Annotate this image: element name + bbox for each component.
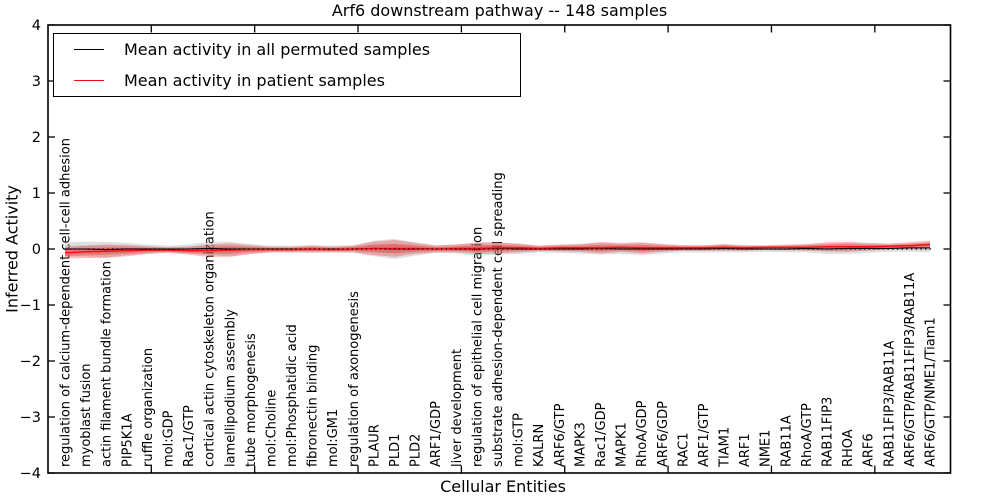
y-tick-label: 1 [32, 186, 41, 202]
x-tick-label: cortical actin cytoskeleton organization [203, 211, 218, 467]
x-tick-label: NME1 [759, 430, 774, 467]
x-tick-label: MAPK1 [615, 422, 630, 467]
x-tick-label: PLD2 [409, 434, 424, 467]
x-tick-label: RhoA/GTP [800, 403, 815, 467]
patient-mean-line [64, 243, 931, 254]
x-tick-label: liver development [450, 349, 465, 467]
y-tick-label: −4 [20, 466, 41, 482]
x-tick-label: ruffle organization [141, 348, 156, 467]
x-tick-label: mol:GM1 [326, 409, 341, 467]
x-tick-label: mol:Choline [264, 390, 279, 467]
x-tick-label: PLD1 [388, 434, 403, 467]
x-tick-label: Rac1/GTP [182, 405, 197, 467]
x-tick-label: ARF1 [738, 433, 753, 467]
x-tick-label: MAPK3 [573, 422, 588, 467]
x-tick-label: RAB11A [779, 415, 794, 467]
x-tick-label: PLAUR [367, 424, 382, 467]
y-tick-label: 3 [32, 74, 41, 90]
legend-item-permuted: Mean activity in all permuted samples [54, 34, 520, 65]
chart-title: Arf6 downstream pathway -- 148 samples [331, 1, 668, 20]
x-axis-label: Cellular Entities [440, 477, 566, 496]
x-tick-label: PIP5K1A [120, 413, 135, 467]
x-tick-label: lamellipodium assembly [223, 309, 238, 467]
x-tick-label: ARF6/GTP [553, 403, 568, 467]
x-tick-label: RHOA [841, 429, 856, 467]
x-tick-label: mol:Phosphatidic acid [285, 324, 300, 467]
legend: Mean activity in all permuted samples Me… [53, 33, 521, 97]
x-tick-label: regulation of calcium-dependent cell-cel… [59, 138, 74, 467]
x-tick-label: ARF6/GDP [656, 401, 671, 467]
x-tick-label: actin filament bundle formation [100, 261, 115, 467]
x-tick-label: regulation of epithelial cell migration [470, 227, 485, 467]
x-tick-label: ARF6 [862, 433, 877, 467]
legend-line-red-icon [74, 80, 104, 81]
y-tick-label: −2 [20, 354, 41, 370]
x-tick-label: RAB11FIP3/RAB11A [882, 340, 897, 467]
y-tick-label: 2 [32, 130, 41, 146]
y-tick-label: −1 [20, 298, 41, 314]
x-tick-label: TIAM1 [718, 427, 733, 468]
y-tick-label: 4 [32, 18, 41, 34]
x-tick-label: tube morphogenesis [244, 333, 259, 467]
x-tick-label: regulation of axonogenesis [347, 291, 362, 467]
y-tick-label: −3 [20, 410, 41, 426]
x-tick-label: myoblast fusion [79, 363, 94, 467]
legend-item-patient: Mean activity in patient samples [54, 65, 520, 96]
x-tick-label: KALRN [532, 424, 547, 467]
x-tick-label: substrate adhesion-dependent cell spread… [491, 172, 506, 467]
x-tick-label: RAC1 [676, 432, 691, 467]
x-tick-label: mol:GDP [161, 410, 176, 467]
x-tick-label: fibronectin binding [306, 345, 321, 467]
x-tick-label: ARF1/GTP [697, 403, 712, 467]
x-tick-label: Rac1/GDP [594, 402, 609, 467]
x-tick-label: RAB11FIP3 [821, 397, 836, 467]
x-tick-label: ARF6/GTP/RAB11FIP3/RAB11A [903, 273, 918, 467]
x-tick-label: ARF1/GDP [429, 401, 444, 467]
x-tick-label: RhoA/GDP [635, 400, 650, 467]
x-tick-label: ARF6/GTP/NME1/Tiam1 [924, 317, 939, 467]
y-tick-label: 0 [32, 242, 41, 258]
x-tick-label: mol:GTP [512, 413, 527, 467]
legend-label-permuted: Mean activity in all permuted samples [124, 40, 431, 59]
legend-label-patient: Mean activity in patient samples [124, 71, 385, 90]
legend-line-black-icon [74, 49, 104, 50]
